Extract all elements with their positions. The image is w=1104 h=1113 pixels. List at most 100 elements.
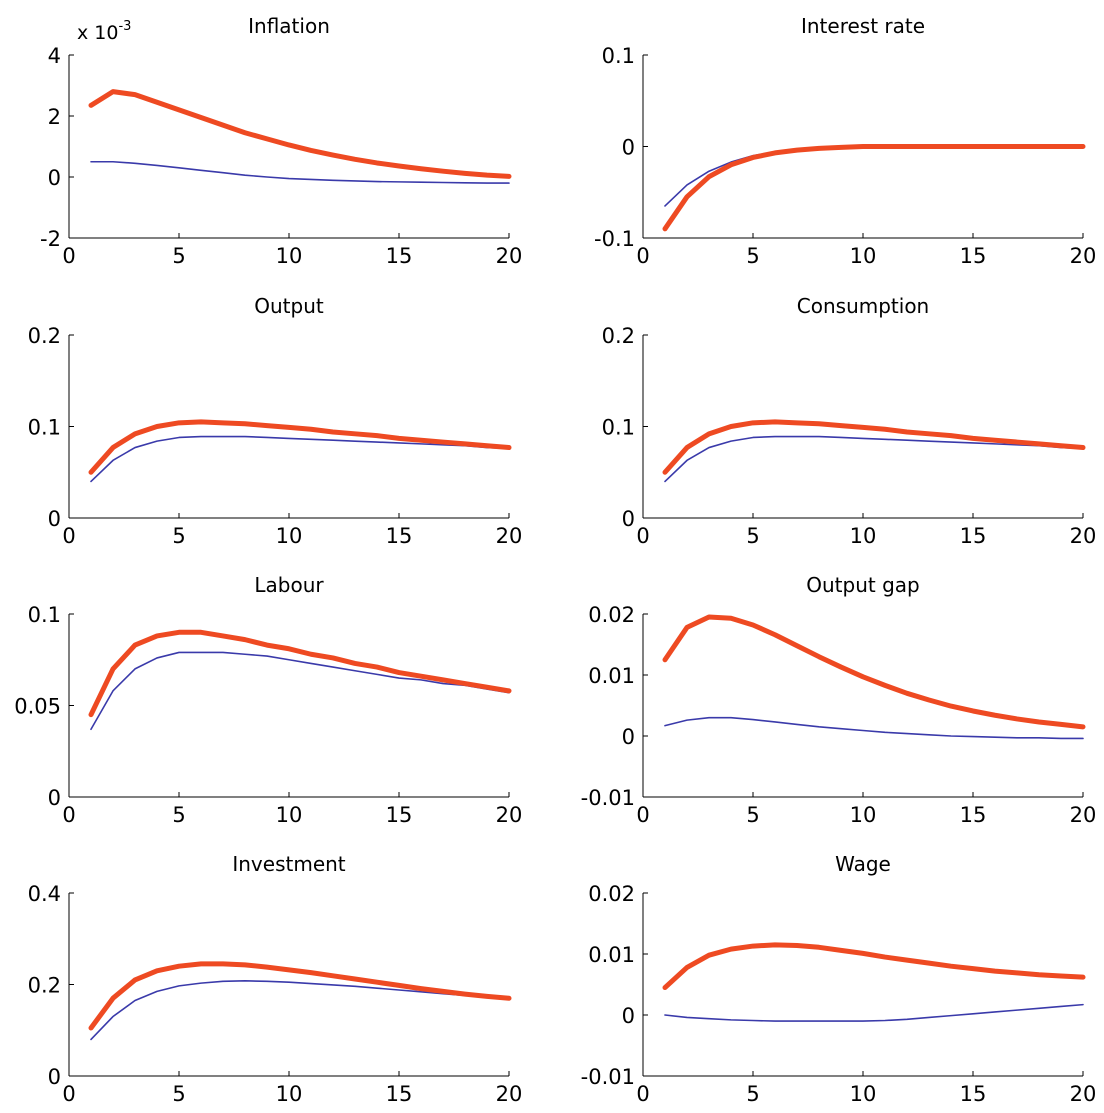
series-line-thin [664,435,1084,483]
x-tick-label: 15 [386,803,413,827]
subplot-title: Consumption [797,294,929,318]
x-tick-label: 10 [276,244,303,268]
x-tick-label: 5 [746,244,759,268]
y-tick-label: -0.01 [581,1065,635,1089]
x-tick-label: 0 [636,803,649,827]
x-tick-label: 5 [172,244,185,268]
series-line-thick [662,144,1086,232]
subplot-title: Labour [254,573,324,597]
series-line-thick [662,942,1086,991]
y-tick-label: 0 [622,507,635,531]
x-tick-label: 15 [386,244,413,268]
x-tick-label: 0 [62,524,75,548]
x-tick-label: 15 [960,1082,987,1106]
x-tick-label: 5 [746,1082,759,1106]
x-tick-label: 10 [850,803,877,827]
x-tick-label: 20 [496,1082,523,1106]
x-tick-label: 0 [62,803,75,827]
series-line-thick [662,614,1086,730]
y-tick-label: 0.1 [28,416,61,440]
series-line-thick [88,961,512,1031]
x-tick-label: 10 [276,524,303,548]
x-tick-label: 5 [172,803,185,827]
series-line-thick [88,89,512,179]
y-tick-label: -0.01 [581,786,635,810]
y-tick-label: 0 [48,1065,61,1089]
y-tick-label: 0.4 [28,882,61,906]
y-tick-label: 0.1 [602,44,635,68]
x-tick-label: 0 [636,244,649,268]
x-tick-label: 20 [1070,803,1097,827]
x-tick-label: 0 [62,244,75,268]
x-tick-label: 15 [386,524,413,548]
series-line-thin [90,651,510,731]
y-tick-label: 0 [48,507,61,531]
series-line-thin [90,435,510,483]
y-tick-label: 0 [48,166,61,190]
subplot-title: Inflation [248,14,330,38]
x-tick-label: 10 [850,524,877,548]
subplot: Consumption 0 5 10 15 20 0 0.1 0.2 [602,294,1097,548]
x-tick-label: 20 [1070,244,1097,268]
x-tick-label: 20 [496,803,523,827]
y-tick-label: 0.05 [14,695,61,719]
x-tick-label: 5 [172,1082,185,1106]
subplot-title: Output [254,294,324,318]
series-line-thin [664,145,1084,207]
y-tick-label: 0 [622,1004,635,1028]
y-tick-label: -2 [40,227,61,251]
y-tick-label: 0 [48,786,61,810]
x-tick-label: 20 [496,244,523,268]
x-tick-label: 20 [496,524,523,548]
x-tick-label: 5 [746,803,759,827]
x-tick-label: 5 [746,524,759,548]
y-tick-label: 0.1 [602,416,635,440]
x-tick-label: 0 [636,524,649,548]
x-tick-label: 0 [636,1082,649,1106]
y-tick-label: 0.2 [28,974,61,998]
subplot-title: Investment [232,852,345,876]
subplot-title: Output gap [806,573,919,597]
series-line-thin [90,160,510,184]
y-tick-label: 2 [48,105,61,129]
series-line-thick [88,629,512,718]
y-tick-label: 0 [622,725,635,749]
subplot-title: Interest rate [801,14,925,38]
x-tick-label: 15 [386,1082,413,1106]
x-tick-label: 15 [960,244,987,268]
x-tick-label: 15 [960,803,987,827]
x-tick-label: 20 [1070,1082,1097,1106]
x-tick-label: 15 [960,524,987,548]
y-tick-label: 0.02 [588,603,635,627]
y-multiplier-label: x 10-3 [77,19,131,44]
y-tick-label: 0.1 [28,603,61,627]
y-tick-label: 0.01 [588,943,635,967]
x-tick-label: 20 [1070,524,1097,548]
series-line-thick [662,419,1086,475]
subplot: Labour 0 5 10 15 20 0 0.05 0.1 [14,573,522,827]
y-tick-label: 0.01 [588,664,635,688]
x-tick-label: 10 [276,803,303,827]
x-tick-label: 10 [850,1082,877,1106]
series-line-thin [664,716,1084,740]
subplot-title: Wage [835,852,891,876]
y-tick-label: 0.2 [28,324,61,348]
x-tick-label: 10 [850,244,877,268]
x-tick-label: 10 [276,1082,303,1106]
y-tick-label: 0.2 [602,324,635,348]
y-tick-label: 0.02 [588,882,635,906]
subplot: Output 0 5 10 15 20 0 0.1 0.2 [28,294,523,548]
y-tick-label: 4 [48,44,61,68]
series-line-thin [664,1003,1084,1022]
subplot: Investment 0 5 10 15 20 0 0.2 0.4 [28,852,523,1106]
y-tick-label: -0.1 [594,227,635,251]
series-line-thick [88,419,512,475]
x-tick-label: 5 [172,524,185,548]
y-tick-label: 0 [622,136,635,160]
x-tick-label: 0 [62,1082,75,1106]
